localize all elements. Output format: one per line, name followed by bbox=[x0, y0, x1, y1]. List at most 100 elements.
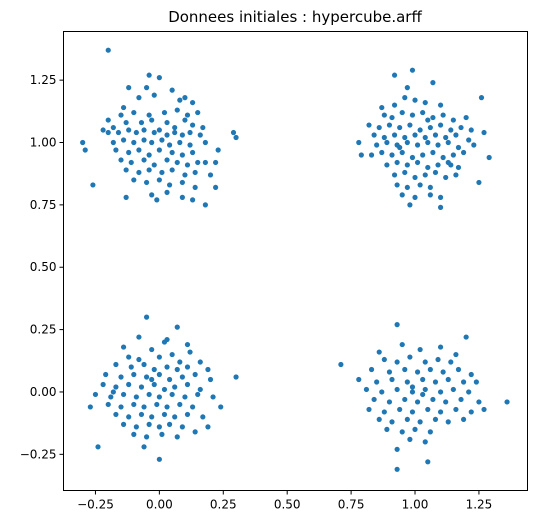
data-point bbox=[478, 95, 485, 101]
data-point bbox=[141, 137, 147, 143]
data-point bbox=[200, 124, 206, 131]
x-tick-label: −0.25 bbox=[77, 498, 114, 512]
data-point bbox=[141, 404, 147, 410]
data-point bbox=[450, 152, 456, 158]
data-point bbox=[437, 122, 444, 128]
data-point bbox=[460, 379, 467, 385]
data-point bbox=[172, 414, 178, 420]
data-point bbox=[187, 142, 193, 148]
data-point bbox=[425, 406, 431, 413]
data-point bbox=[179, 132, 185, 138]
data-point bbox=[427, 429, 433, 435]
data-point bbox=[166, 182, 173, 188]
data-point bbox=[154, 197, 160, 203]
data-point bbox=[120, 137, 127, 143]
data-point bbox=[184, 381, 191, 388]
data-point bbox=[195, 391, 201, 398]
data-point bbox=[120, 421, 127, 427]
data-point bbox=[425, 459, 431, 465]
data-point bbox=[169, 351, 175, 358]
data-point bbox=[407, 202, 413, 208]
data-point bbox=[432, 132, 439, 138]
data-point bbox=[95, 444, 101, 450]
data-point bbox=[143, 85, 150, 91]
data-point bbox=[174, 159, 180, 166]
data-point bbox=[118, 112, 124, 118]
data-point bbox=[179, 194, 185, 200]
data-point bbox=[368, 366, 375, 373]
data-point bbox=[381, 112, 387, 118]
data-point bbox=[437, 102, 444, 108]
data-point bbox=[458, 396, 464, 403]
y-axis: −0.25 0.00 0.25 0.50 0.75 1.00 1.25 bbox=[20, 73, 64, 461]
data-point bbox=[156, 424, 162, 430]
data-point bbox=[425, 117, 431, 123]
data-point bbox=[143, 374, 150, 380]
data-point bbox=[381, 356, 387, 363]
y-tick-label: 0.25 bbox=[30, 323, 57, 337]
data-point bbox=[397, 144, 403, 151]
data-point bbox=[466, 137, 472, 143]
data-point bbox=[197, 359, 203, 365]
data-point bbox=[207, 376, 214, 383]
data-point bbox=[169, 87, 175, 93]
data-point bbox=[118, 157, 124, 163]
data-point bbox=[126, 381, 132, 388]
data-point bbox=[192, 184, 198, 191]
data-point bbox=[427, 366, 433, 373]
data-point bbox=[399, 109, 405, 116]
data-point bbox=[182, 95, 188, 101]
data-point bbox=[110, 139, 116, 146]
x-axis: −0.25 0.00 0.25 0.50 0.75 1.00 1.25 bbox=[77, 490, 493, 512]
data-point bbox=[161, 109, 168, 116]
data-point bbox=[356, 376, 362, 383]
data-point bbox=[409, 67, 416, 73]
data-point bbox=[425, 139, 431, 146]
data-point bbox=[187, 129, 193, 136]
data-point bbox=[177, 139, 183, 146]
data-point bbox=[154, 401, 160, 408]
data-point bbox=[394, 159, 400, 166]
data-point bbox=[120, 344, 127, 350]
data-point bbox=[412, 194, 418, 200]
data-point bbox=[404, 139, 410, 146]
data-point bbox=[136, 334, 142, 340]
data-point bbox=[156, 127, 162, 133]
data-point bbox=[443, 399, 449, 405]
data-point bbox=[366, 122, 372, 128]
data-point bbox=[394, 446, 400, 452]
data-point bbox=[338, 361, 344, 368]
data-point bbox=[149, 117, 155, 123]
data-point bbox=[407, 436, 413, 442]
data-point bbox=[422, 172, 428, 178]
y-tick-label: −0.25 bbox=[20, 447, 57, 461]
data-point bbox=[80, 139, 86, 146]
data-point bbox=[476, 399, 482, 405]
data-point bbox=[468, 371, 474, 378]
data-point bbox=[215, 147, 221, 153]
data-point bbox=[381, 134, 387, 141]
data-point bbox=[420, 109, 426, 116]
data-point bbox=[422, 439, 428, 445]
data-point bbox=[468, 127, 474, 133]
data-point bbox=[166, 421, 173, 427]
data-point bbox=[164, 119, 170, 126]
data-point bbox=[126, 149, 132, 156]
data-point bbox=[205, 366, 211, 373]
data-point bbox=[233, 134, 239, 141]
data-point bbox=[422, 134, 428, 141]
data-point bbox=[409, 384, 416, 390]
data-point bbox=[141, 444, 147, 450]
data-point bbox=[128, 364, 134, 370]
data-point bbox=[149, 192, 155, 198]
data-point bbox=[445, 139, 451, 146]
data-point bbox=[407, 354, 413, 360]
x-tick-label: 1.25 bbox=[466, 498, 493, 512]
data-point bbox=[384, 162, 390, 168]
data-point bbox=[391, 72, 398, 78]
data-point bbox=[169, 167, 175, 173]
data-point bbox=[427, 124, 433, 131]
data-point bbox=[481, 406, 487, 413]
data-point bbox=[105, 129, 111, 136]
